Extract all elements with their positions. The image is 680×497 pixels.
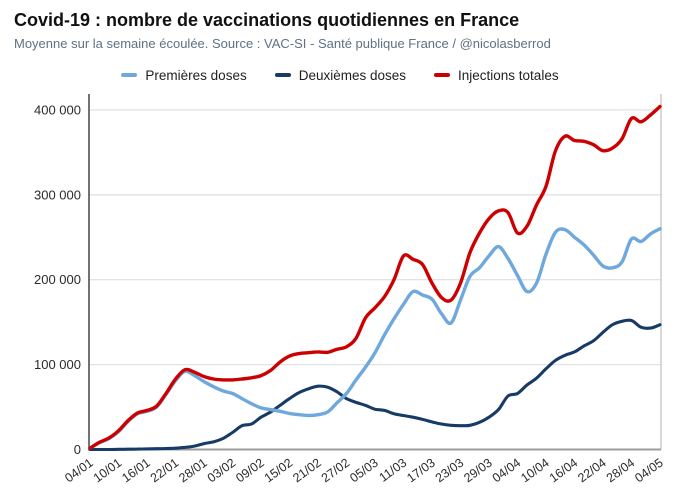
- legend-marker-icon: [434, 73, 451, 77]
- legend-label: Injections totales: [458, 67, 559, 83]
- x-axis-tick-label: 16/04: [547, 456, 581, 486]
- y-axis-tick-label: 0: [74, 442, 81, 457]
- chart-header: Covid-19 : nombre de vaccinations quotid…: [0, 0, 680, 52]
- x-axis-tick-label: 04/05: [632, 456, 666, 486]
- chart-title: Covid-19 : nombre de vaccinations quotid…: [14, 10, 520, 30]
- x-axis-tick-label: 23/03: [433, 456, 467, 486]
- x-axis-tick-label: 17/03: [404, 456, 438, 486]
- x-axis-tick-label: 04/01: [62, 456, 96, 486]
- legend-marker-icon: [121, 73, 138, 77]
- x-axis-tick-label: 29/03: [461, 456, 495, 486]
- chart-subtitle: Moyenne sur la semaine écoulée. Source :…: [14, 36, 551, 51]
- legend: Premières doses Deuxièmes doses Injections…: [0, 65, 680, 85]
- legend-label: Premières doses: [145, 67, 247, 83]
- x-axis-tick-label: 04/04: [490, 456, 524, 486]
- series-line-deuxi-mes-doses: [88, 318, 662, 452]
- x-axis-tick-label: 09/02: [233, 456, 267, 486]
- x-axis-tick-label: 21/02: [290, 456, 324, 486]
- y-axis-tick-label: 300 000: [34, 187, 81, 202]
- series-line-injections-totales: [88, 104, 662, 450]
- series-line-premi-res-doses: [88, 227, 662, 450]
- x-axis-tick-label: 10/04: [518, 456, 552, 486]
- legend-item-2: Deuxièmes doses: [274, 67, 407, 83]
- legend-label: Deuxièmes doses: [298, 67, 407, 83]
- x-axis-tick-label: 27/02: [319, 456, 353, 486]
- legend-marker-icon: [274, 73, 291, 77]
- x-axis-tick-label: 16/01: [119, 456, 153, 486]
- x-axis-tick-label: 22/04: [575, 456, 609, 486]
- x-axis-tick-label: 28/04: [604, 456, 638, 486]
- y-axis-tick-label: 100 000: [34, 357, 81, 372]
- x-axis-tick-label: 05/03: [347, 456, 381, 486]
- legend-item-3: Injections totales: [434, 68, 559, 83]
- x-axis-tick-label: 10/01: [91, 456, 125, 486]
- x-axis-tick-label: 15/02: [262, 456, 296, 486]
- x-axis-tick-label: 03/02: [205, 456, 239, 486]
- x-axis-tick-label: 28/01: [176, 456, 210, 486]
- x-axis-tick-label: 22/01: [148, 456, 182, 486]
- x-axis-tick-label: 11/03: [376, 456, 409, 485]
- legend-item-1: Premières doses: [121, 67, 247, 83]
- y-axis-tick-label: 200 000: [34, 272, 81, 287]
- y-axis-tick-label: 400 000: [34, 102, 81, 117]
